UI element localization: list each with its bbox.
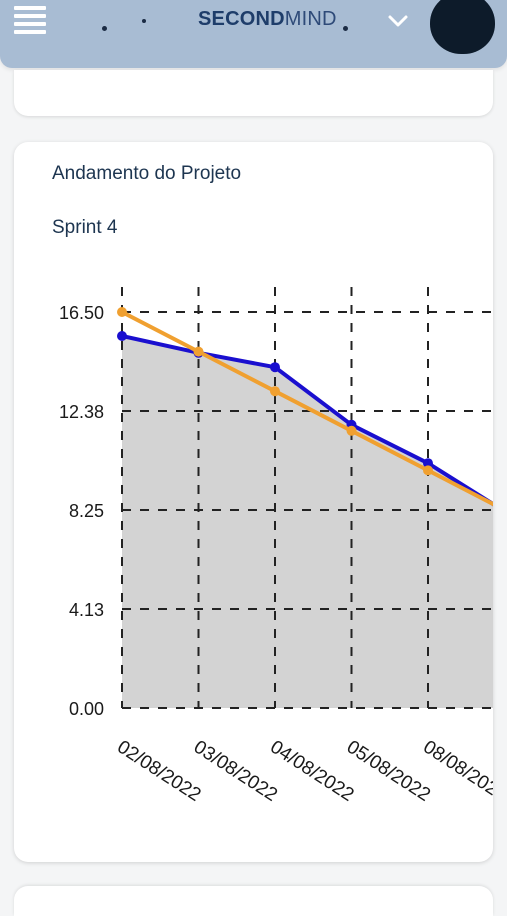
series-line-2: [121, 310, 493, 507]
sprint-label: Sprint 4: [52, 217, 118, 238]
card-title: Andamento do Projeto: [52, 163, 242, 184]
brand-bold: SECOND: [198, 8, 285, 30]
y-tick-label: 12.38: [59, 402, 104, 422]
decor-dot: [142, 19, 146, 23]
menu-icon[interactable]: [14, 6, 46, 38]
brand-logo: SECONDMIND: [198, 8, 337, 31]
series-2-point: [270, 386, 280, 397]
series-1-point: [117, 331, 127, 341]
y-tick-label: 16.50: [59, 303, 104, 323]
series-2-point: [117, 307, 127, 317]
y-tick-label: 4.13: [69, 600, 104, 620]
chart-area-fill: [122, 336, 493, 708]
decor-dot: [343, 26, 348, 31]
next-card: [14, 886, 493, 916]
top-app-bar: SECONDMIND: [0, 0, 507, 68]
series-2-point: [346, 425, 357, 436]
y-tick-label: 0.00: [69, 699, 104, 719]
previous-card: [14, 70, 493, 116]
series-line-1: [121, 334, 493, 507]
burndown-chart: 0.00 4.13 8.25 12.38 16.50 02/08/202203/08/20…: [59, 287, 493, 806]
decor-dot: [102, 26, 107, 31]
series-1-point: [270, 362, 280, 373]
series-1-point: [423, 458, 433, 469]
brand-light: MIND: [284, 8, 337, 30]
avatar[interactable]: [430, 0, 495, 54]
x-tick-label: 08/08/2022: [419, 737, 493, 806]
x-tick-label: 05/08/2022: [343, 737, 434, 806]
y-tick-label: 8.25: [69, 501, 104, 521]
x-tick-label: 03/08/2022: [190, 737, 281, 806]
chevron-down-icon[interactable]: [385, 8, 411, 34]
x-tick-label: 02/08/2022: [113, 737, 204, 806]
project-progress-card: Andamento do Projeto Sprint 4 0.00 4.13 8.…: [14, 142, 493, 862]
series-2-point: [193, 346, 204, 357]
x-tick-label: 04/08/2022: [266, 737, 357, 806]
series-2-point: [423, 465, 433, 476]
